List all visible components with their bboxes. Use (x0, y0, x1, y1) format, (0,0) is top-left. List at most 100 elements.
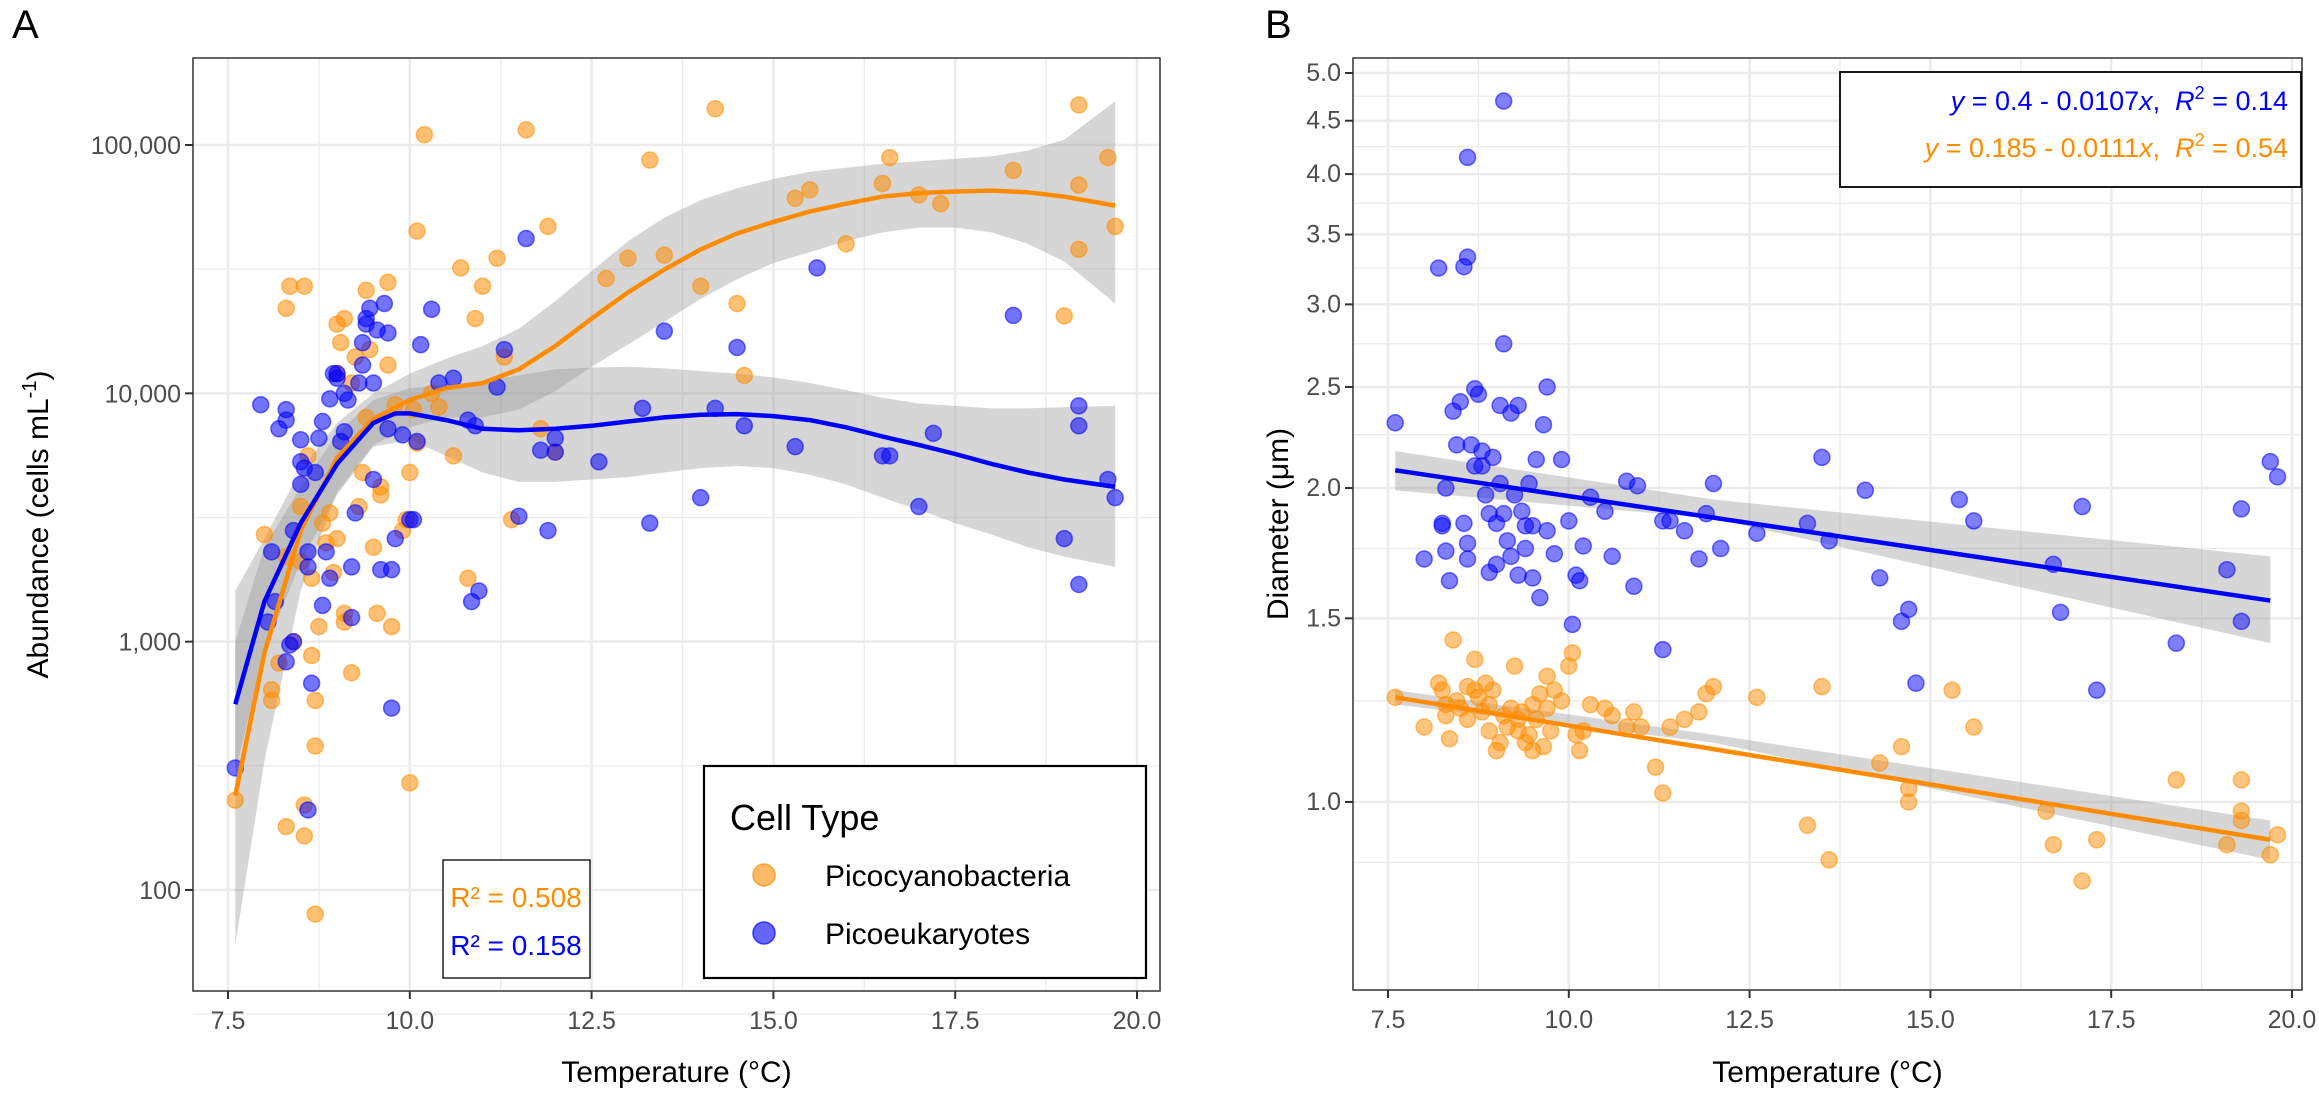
data-point-picoeukaryotes (1574, 537, 1593, 555)
data-point-picocyanobacteria (1603, 706, 1621, 725)
data-point-picoeukaryotes (1070, 417, 1088, 435)
data-point-picocyanobacteria (328, 529, 346, 548)
data-point-picocyanobacteria (1871, 754, 1889, 772)
eq-sup: 2 (2195, 83, 2205, 103)
y-tick-label: 100 (139, 877, 181, 905)
panel-b-x-axis: 7.5 10.0 12.5 15.0 17.5 20.0 (1371, 990, 2317, 1034)
data-point-picoeukaryotes (1628, 477, 1647, 495)
x-tick-label: 17.5 (931, 1007, 980, 1035)
data-point-picoeukaryotes (2167, 634, 2186, 652)
y-tick-label: 1.5 (1306, 604, 1341, 632)
data-point-picocyanobacteria (1798, 816, 1817, 834)
data-point-picocyanobacteria (379, 356, 397, 374)
data-point-picoeukaryotes (375, 294, 394, 313)
data-point-picoeukaryotes (299, 543, 317, 561)
data-point-picoeukaryotes (1538, 522, 1556, 540)
x-tick-label: 20.0 (2268, 1006, 2317, 1034)
data-point-picoeukaryotes (1563, 615, 1582, 634)
data-point-picoeukaryotes (1516, 539, 1535, 558)
data-point-picocyanobacteria (1055, 307, 1074, 325)
data-point-picocyanobacteria (1563, 644, 1582, 662)
data-point-picoeukaryotes (924, 424, 943, 443)
data-point-picocyanobacteria (262, 691, 281, 710)
data-point-picocyanobacteria (306, 691, 325, 710)
x-tick-label: 12.5 (1725, 1006, 1774, 1034)
data-point-picoeukaryotes (302, 674, 321, 693)
legend-marker-picocyanobacteria (752, 863, 776, 887)
data-point-picoeukaryotes (691, 488, 710, 507)
data-point-picoeukaryotes (1509, 396, 1527, 415)
data-point-picoeukaryotes (379, 420, 397, 438)
eq-r2: = 0.14 (2205, 86, 2288, 116)
data-point-picoeukaryotes (2232, 612, 2251, 631)
data-point-picoeukaryotes (291, 475, 310, 494)
data-point-picocyanobacteria (1965, 718, 1983, 736)
panel-a-frame (192, 57, 1161, 992)
x-tick-label: 7.5 (1371, 1006, 1406, 1034)
data-point-picoeukaryotes (655, 322, 674, 340)
data-point-picoeukaryotes (1596, 502, 1614, 521)
y-tick-label: 4.0 (1306, 160, 1341, 188)
data-point-picocyanobacteria (430, 398, 448, 416)
panel-b-x-axis-title: Temperature (°C) (1712, 1056, 1942, 1089)
data-point-picoeukaryotes (1386, 414, 1404, 432)
legend-title: Cell Type (730, 797, 879, 838)
data-point-picoeukaryotes (1603, 547, 1621, 566)
data-point-picocyanobacteria (1444, 631, 1462, 649)
data-point-picoeukaryotes (470, 582, 488, 600)
y-tick-label: 10,000 (105, 380, 181, 408)
data-point-picoeukaryotes (1711, 539, 1730, 558)
data-point-picocyanobacteria (1552, 692, 1571, 710)
data-point-picoeukaryotes (1429, 259, 1448, 277)
smooth-line-picoeukaryotes (233, 411, 1116, 705)
data-point-picoeukaryotes (1458, 148, 1477, 167)
y-tick-label: 2.5 (1306, 373, 1341, 401)
data-point-picocyanobacteria (517, 121, 535, 139)
data-point-picoeukaryotes (1552, 450, 1571, 469)
x-tick-label: 10.0 (385, 1007, 434, 1035)
data-point-picoeukaryotes (1494, 504, 1513, 523)
data-point-picocyanobacteria (371, 486, 390, 504)
data-point-picoeukaryotes (321, 569, 339, 588)
data-point-picocyanobacteria (459, 569, 477, 588)
panel-a-smooth-lines (233, 188, 1116, 797)
panel-b-background (1353, 58, 2302, 990)
data-point-picoeukaryotes (1538, 378, 1556, 396)
data-point-picoeukaryotes (546, 443, 564, 461)
data-point-picoeukaryotes (317, 543, 335, 561)
data-point-picoeukaryotes (2051, 603, 2070, 622)
data-point-picocyanobacteria (368, 604, 386, 623)
data-point-picoeukaryotes (2232, 500, 2251, 518)
data-point-picoeukaryotes (411, 335, 430, 354)
y-tick-label: 3.5 (1306, 221, 1341, 249)
data-point-picocyanobacteria (931, 194, 950, 213)
x-tick-label: 15.0 (1906, 1006, 1955, 1034)
data-point-picoeukaryotes (1484, 448, 1502, 467)
data-point-picoeukaryotes (1899, 600, 1918, 619)
panel-b-grid (1353, 58, 2302, 990)
data-point-picocyanobacteria (2167, 771, 2186, 789)
data-point-picoeukaryotes (393, 426, 412, 444)
panel-a-x-axis-title: Temperature (°C) (561, 1056, 791, 1089)
panel-b-y-axis-title: Diameter (μm) (1262, 428, 1295, 620)
data-point-picocyanobacteria (1813, 677, 1831, 696)
data-point-picoeukaryotes (633, 399, 652, 418)
y-tick-label: 4.5 (1306, 107, 1341, 135)
panel-a-y-axis-title-main: Abundance (cells mL (22, 398, 55, 678)
data-point-picoeukaryotes (1545, 544, 1564, 563)
data-point-picoeukaryotes (251, 395, 270, 414)
data-point-picocyanobacteria (881, 148, 899, 167)
data-point-picoeukaryotes (1004, 306, 1023, 325)
panel-b-y-axis: 1.0 1.5 2.0 2.5 3.0 3.5 4.0 4.5 5.0 (1306, 59, 1353, 816)
data-point-picoeukaryotes (786, 437, 804, 456)
x-tick-label: 17.5 (2087, 1006, 2136, 1034)
data-point-picocyanobacteria (1437, 706, 1455, 725)
panel-b-frame (1352, 57, 2303, 991)
panel-a-grid (193, 58, 1160, 1015)
smooth-line-picocyanobacteria (233, 188, 1116, 797)
data-point-picocyanobacteria (1520, 726, 1538, 744)
data-point-picoeukaryotes (1871, 569, 1889, 587)
data-point-picoeukaryotes (495, 340, 514, 359)
data-point-picoeukaryotes (1675, 522, 1694, 540)
